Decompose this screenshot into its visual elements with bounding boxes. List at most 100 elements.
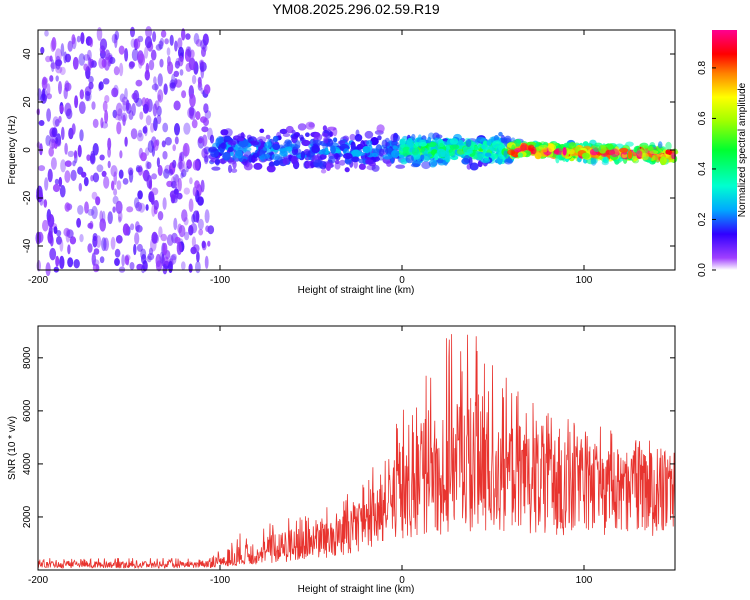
spectrogram-cell <box>427 136 432 144</box>
spectrogram-cell <box>228 160 237 165</box>
spectrogram-cell <box>602 156 609 164</box>
spectrogram-cell <box>641 152 649 161</box>
spectrogram-cell <box>146 161 152 170</box>
spectrogram-cell <box>44 177 49 191</box>
spectrogram-cell <box>180 172 184 179</box>
spectrogram-cell <box>201 240 206 249</box>
x-tick-label: 0 <box>399 275 405 286</box>
colorbar: 0.0 0.2 0.4 0.6 0.8 Normalized spectral ampl… <box>697 30 748 277</box>
spectrogram-cell <box>437 140 445 148</box>
spectrogram-cell <box>59 66 66 76</box>
spectrogram-cell <box>78 53 86 66</box>
spectrogram-cell <box>144 124 148 137</box>
spectrogram-cell <box>112 206 116 213</box>
spectrogram-cell <box>72 160 76 167</box>
spectrogram-cell <box>128 61 135 70</box>
spectrogram-cell <box>328 155 336 164</box>
spectrogram-cell <box>166 47 171 56</box>
spectrogram-cell <box>162 263 168 275</box>
spectrogram-cell <box>95 196 101 206</box>
spectrogram-cell <box>323 136 329 144</box>
spectrogram-cell <box>58 176 63 187</box>
spectrogram-cell <box>294 132 300 138</box>
spectrogram-cell <box>436 158 444 164</box>
spectrogram-cell <box>118 216 122 223</box>
spectrogram-cell <box>174 174 179 189</box>
spectrogram-cell <box>277 147 287 152</box>
spectrogram-cell <box>162 122 169 133</box>
spectrogram-cell <box>90 60 97 68</box>
spectrogram-cell <box>153 139 159 151</box>
spectrogram-cell <box>96 27 103 41</box>
spectrogram-cell <box>168 168 174 176</box>
spectrogram-cell <box>489 144 497 152</box>
spectrogram-cell <box>465 139 472 147</box>
spectrogram-cell <box>436 148 446 158</box>
spectrogram-cell <box>55 59 63 67</box>
spectrogram-cell <box>135 225 143 233</box>
spectrogram-cell <box>555 155 560 164</box>
spectrogram-cell <box>177 37 183 50</box>
spectrogram-cell <box>158 40 164 50</box>
spectrogram-cell <box>39 143 43 156</box>
spectrogram-cell <box>54 48 62 63</box>
spectrogram-cell <box>199 60 204 73</box>
spectrogram-cell <box>144 46 149 59</box>
spectrogram-cell <box>42 77 49 84</box>
spectrogram-cell <box>133 38 141 50</box>
spectrogram-cell <box>167 61 174 75</box>
spectrogram-cell <box>144 70 150 81</box>
spectrogram-cell <box>112 109 118 119</box>
spectrogram-cell <box>593 144 601 152</box>
spectrogram-cell <box>145 115 152 126</box>
spectrogram-cell <box>203 103 209 114</box>
spectrogram-cell <box>253 162 263 170</box>
spectrogram-cell <box>399 138 407 145</box>
spectrogram-cell <box>164 256 169 267</box>
spectrogram-marks <box>35 26 679 277</box>
spectrogram-cell <box>103 56 110 71</box>
spectrogram-cell <box>176 241 182 255</box>
spectrogram-cell <box>67 257 74 268</box>
spectrogram-cell <box>92 172 100 183</box>
y-tick-label: -20 <box>22 190 33 205</box>
spectrogram-cell <box>142 126 148 134</box>
snr-series-line <box>37 334 676 570</box>
spectrogram-cell <box>141 254 147 265</box>
spectrogram-cell <box>157 211 164 221</box>
spectrogram-cell <box>42 219 49 232</box>
spectrogram-cell <box>86 154 91 161</box>
spectrogram-cell <box>222 151 231 161</box>
spectrogram-cell <box>204 110 212 119</box>
spectrogram-cell <box>173 174 180 183</box>
spectrogram-cell <box>121 254 125 267</box>
spectrogram-cell <box>301 139 311 147</box>
spectrogram-cell <box>339 159 346 166</box>
spectrogram-cell <box>337 140 346 146</box>
spectrogram-cell <box>195 111 201 120</box>
spectrogram-cell <box>582 141 589 147</box>
spectrogram-cell <box>174 60 180 69</box>
spectrogram-cell <box>47 214 55 228</box>
spectrogram-cell <box>493 135 500 142</box>
spectrogram-cell <box>59 255 65 269</box>
spectrogram-cell <box>480 158 491 163</box>
spectrogram-cell <box>178 225 186 238</box>
spectrogram-cell <box>134 232 140 245</box>
colorbar-tick-label: 0.6 <box>697 111 708 125</box>
spectrogram-cell <box>69 236 77 245</box>
spectrogram-cell <box>197 218 204 230</box>
spectrogram-cell <box>153 199 159 211</box>
spectrogram-cell <box>283 141 291 147</box>
spectrogram-cell <box>39 193 44 206</box>
spectrogram-cell <box>171 253 177 261</box>
spectrogram-cell <box>71 123 76 135</box>
spectrogram-cell <box>48 226 53 238</box>
spectrogram-cell <box>417 134 422 142</box>
spectrogram-cell <box>249 140 260 146</box>
spectrogram-cell <box>151 83 159 91</box>
spectrogram-cell <box>64 170 71 183</box>
spectrogram-cell <box>421 146 426 152</box>
spectrogram-cell <box>204 155 209 163</box>
spectrogram-cell <box>191 236 196 248</box>
